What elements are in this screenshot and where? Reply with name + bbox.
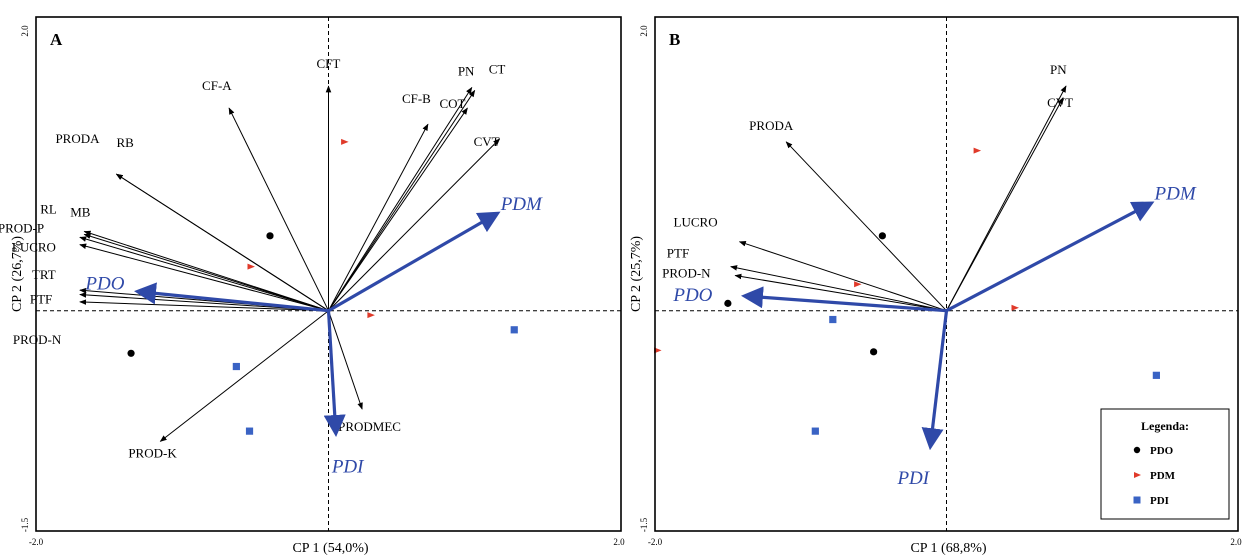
point-pdi <box>1152 371 1160 379</box>
vector-cot <box>328 107 468 311</box>
vector-label-prod-k: PROD-K <box>128 445 177 460</box>
vector-ct <box>328 89 476 311</box>
legend-marker-pdo <box>1133 446 1141 454</box>
legend-marker-pdi <box>1133 496 1141 504</box>
point-pdi <box>232 362 240 371</box>
vector-prodmec <box>328 310 363 410</box>
vector-label-proda: PRODA <box>749 118 794 133</box>
vector-label-prod-p: PROD-P <box>0 220 44 235</box>
group-label-pdo: PDO <box>672 285 712 306</box>
vector-cf-b <box>328 123 429 311</box>
vector-cvt <box>328 138 501 312</box>
vector-prod-p <box>79 236 329 312</box>
y-axis-label: CP 2 (25,7%) <box>629 236 644 312</box>
vector-label-pn: PN <box>1050 62 1067 77</box>
group-vector-pdm <box>327 211 501 313</box>
vector-prod-k <box>159 310 329 442</box>
panel-b: B -2.0 2.0 -1.5 2.0 CP 1 (68,8%) CP 2 (25,7%) P… <box>629 16 1242 555</box>
vector-label-prod-n: PROD-N <box>13 332 62 347</box>
vector-label-cvt: CVT <box>474 134 500 149</box>
vector-label-cf-a: CF-A <box>202 78 232 93</box>
group-label-pdm: PDM <box>1154 184 1197 205</box>
x-tick-label: -2.0 <box>648 537 663 547</box>
point-pdo <box>724 299 732 307</box>
x-axis-label: CP 1 (68,8%) <box>910 541 986 555</box>
legend-item-pdm: PDM <box>1150 470 1176 482</box>
point-pdo <box>870 348 878 356</box>
vector-label-ptf: PTF <box>30 292 52 307</box>
group-label-pdi: PDI <box>896 468 930 489</box>
vector-label-cf-b: CF-B <box>402 91 431 106</box>
vector-label-lucro: LUCRO <box>674 215 718 230</box>
vector-label-lucro: LUCRO <box>12 240 56 255</box>
y-tick-label: -1.5 <box>20 517 30 532</box>
group-vector-pdi <box>323 310 346 437</box>
group-label-pdo: PDO <box>84 274 124 295</box>
vector-label-ptf: PTF <box>667 246 689 261</box>
vector-lucro <box>738 241 947 312</box>
vector-label-prod-n: PROD-N <box>662 265 711 280</box>
vector-proda <box>115 173 329 312</box>
point-pdm <box>654 347 662 354</box>
vector-label-proda: PRODA <box>55 131 100 146</box>
vector-label-cvt: CVT <box>1047 95 1073 110</box>
vector-label-prodmec: PRODMEC <box>338 419 401 434</box>
vector-mb <box>83 233 329 312</box>
vector-label-cot: COT <box>439 96 465 111</box>
x-tick-label: 2.0 <box>1230 537 1242 547</box>
group-label-pdm: PDM <box>500 194 543 215</box>
vector-cvt <box>946 97 1064 311</box>
legend-box <box>1100 408 1230 520</box>
point-pdi <box>245 427 254 435</box>
y-tick-label: 2.0 <box>639 25 649 37</box>
vector-label-ct: CT <box>489 61 506 76</box>
point-pdm <box>1011 304 1020 311</box>
vector-label-trt: TRT <box>32 267 56 282</box>
panel-label: A <box>50 30 63 49</box>
x-tick-label: 2.0 <box>613 537 625 547</box>
vector-pn <box>946 85 1067 311</box>
group-label-pdi: PDI <box>331 457 365 478</box>
vector-pn <box>328 86 473 311</box>
legend-item-pdo: PDO <box>1150 445 1174 457</box>
point-pdm <box>341 138 349 145</box>
vector-label-rl: RL <box>40 201 57 216</box>
point-pdo <box>127 349 135 357</box>
vector-prod-n <box>734 273 947 312</box>
y-axis-label: CP 2 (26,7%) <box>10 236 25 312</box>
vector-cf-a <box>228 107 329 311</box>
point-pdo <box>878 232 886 240</box>
vector-label-mb: MB <box>70 204 91 219</box>
vector-ptf <box>730 265 947 312</box>
vector-proda <box>785 141 947 312</box>
group-vector-pdi <box>921 310 949 451</box>
vector-lucro <box>79 243 329 312</box>
x-axis-label: CP 1 (54,0%) <box>292 541 368 555</box>
point-pdi <box>829 315 837 324</box>
group-vector-pdo <box>740 286 947 313</box>
legend-title: Legenda: <box>1141 419 1189 433</box>
vector-label-cft: CFT <box>317 56 341 71</box>
y-tick-label: -1.5 <box>639 517 649 532</box>
vector-prod-n <box>79 299 329 312</box>
x-tick-label: -2.0 <box>29 537 44 547</box>
vector-label-rb: RB <box>116 135 134 150</box>
point-pdi <box>510 326 518 334</box>
point-pdi <box>811 427 819 435</box>
panel-label: B <box>669 30 680 49</box>
group-vector-pdm <box>945 201 1155 313</box>
legend-item-pdi: PDI <box>1150 495 1169 507</box>
point-pdm <box>367 312 375 319</box>
legend-marker-pdm <box>1134 472 1141 478</box>
vector-label-pn: PN <box>458 63 475 78</box>
y-tick-label: 2.0 <box>20 25 30 37</box>
point-pdm <box>973 147 982 154</box>
point-pdm <box>854 281 862 288</box>
group-vector-pdo <box>133 282 329 313</box>
point-pdm <box>247 263 255 270</box>
panel-a: A -2.0 2.0 -1.5 2.0 CP 1 (54,0%) CP 2 (26,7%) C… <box>0 16 662 555</box>
legend: Legenda: PDO PDM PDI <box>1100 408 1230 520</box>
point-pdo <box>266 232 274 240</box>
